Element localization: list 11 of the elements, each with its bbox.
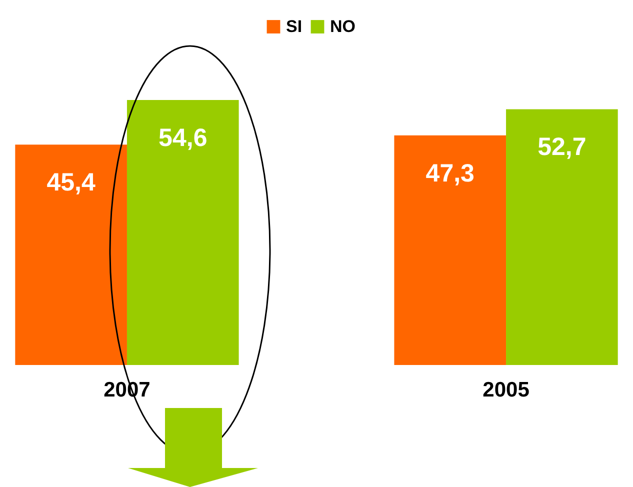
bar xyxy=(126,100,239,365)
legend-label: NO xyxy=(330,16,356,36)
x-tick-label: 2005 xyxy=(482,378,530,402)
legend-label: SI xyxy=(286,16,302,36)
bar xyxy=(506,109,618,365)
data-label: 45,4 xyxy=(46,168,96,197)
data-label: 47,3 xyxy=(426,159,474,188)
data-label: 54,6 xyxy=(158,124,208,152)
data-label: 52,7 xyxy=(538,133,586,162)
bar xyxy=(15,144,127,365)
bar xyxy=(394,135,506,365)
